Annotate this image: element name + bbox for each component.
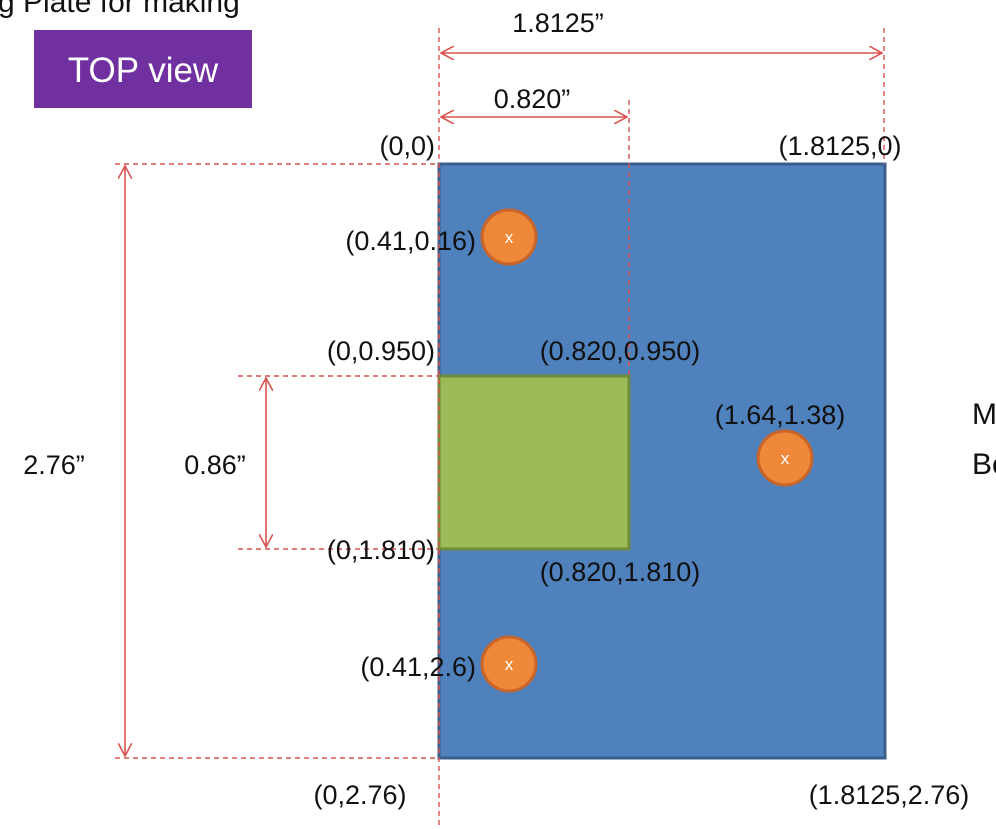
overall-height-label: 2.76” [23, 450, 85, 480]
hole-label: (0.41,2.6) [360, 652, 476, 682]
overall-width-label: 1.8125” [512, 8, 604, 38]
hole-marker: x [480, 635, 538, 693]
corner-bottom-left-label: (0,2.76) [313, 780, 406, 810]
pocket-height-label: 0.86” [184, 450, 246, 480]
pocket-bottom-right-label: (0.820,1.810) [540, 557, 701, 587]
pocket-bottom-left-label: (0,1.810) [327, 535, 435, 565]
right-side-text-fragment: M [972, 398, 996, 431]
corner-bottom-right-label: (1.8125,2.76) [809, 780, 970, 810]
view-badge [34, 30, 252, 108]
hole-x-mark: x [505, 228, 514, 247]
hole-x-mark: x [505, 655, 514, 674]
hole-marker: x [756, 429, 814, 487]
view-badge-label: TOP view [68, 51, 219, 90]
hole-marker: x [480, 208, 538, 266]
extension-lines [115, 28, 885, 829]
right-side-text-fragment: Bo [972, 448, 996, 481]
corner-top-left-label: (0,0) [379, 131, 435, 161]
pocket-top-left-label: (0,0.950) [327, 336, 435, 366]
plate-title-fragment: g Plate for making [0, 0, 240, 19]
pocket-region [437, 374, 631, 551]
pocket-top-right-label: (0.820,0.950) [540, 336, 701, 366]
corner-top-right-label: (1.8125,0) [778, 131, 901, 161]
hole-label: (0.41,0.16) [345, 226, 476, 256]
pocket-width-label: 0.820” [494, 84, 571, 114]
hole-label: (1.64,1.38) [715, 400, 846, 430]
hole-x-mark: x [781, 449, 790, 468]
